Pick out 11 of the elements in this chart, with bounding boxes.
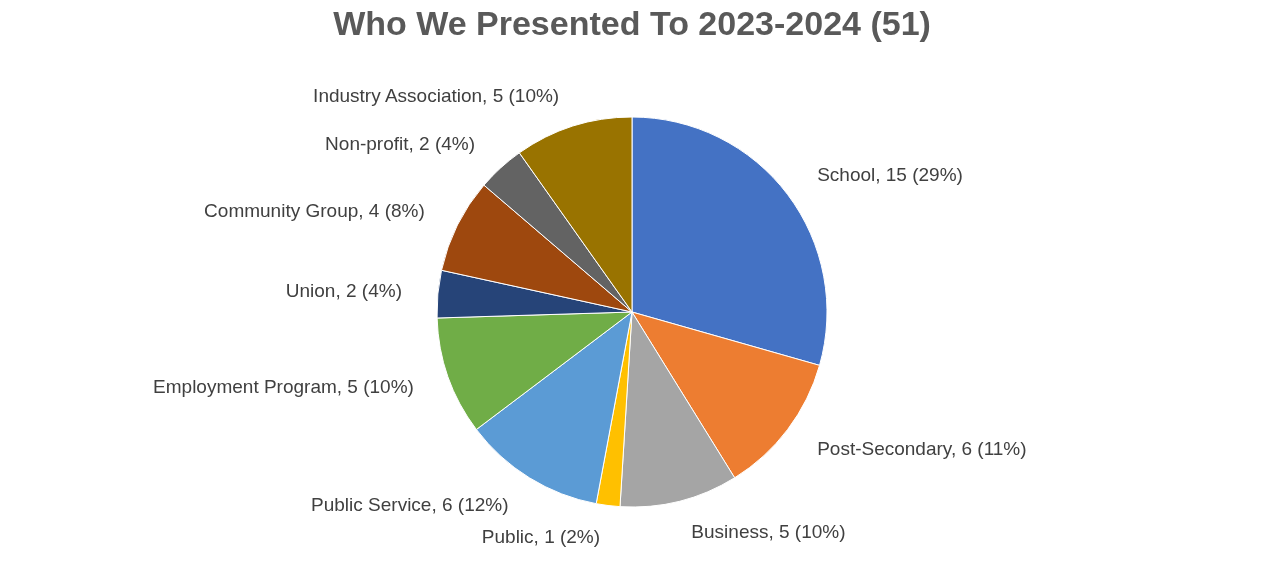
slice-label: Industry Association, 5 (10%) <box>313 84 560 106</box>
slice-label: Post-Secondary, 6 (11%) <box>817 437 1027 459</box>
slice-label: Community Group, 4 (8%) <box>204 199 425 221</box>
slice-label: Business, 5 (10%) <box>691 521 846 543</box>
slice-label: Union, 2 (4%) <box>285 280 402 302</box>
slice-label: Public Service, 6 (12%) <box>311 494 509 515</box>
slice-label: Public, 1 (2%) <box>481 526 601 548</box>
chart-title: Who We Presented To 2023-2024 (51) <box>333 4 931 42</box>
slice-label: Non-profit, 2 (4%) <box>325 133 476 155</box>
slice-label: School, 15 (29%) <box>817 164 963 186</box>
slice-label: Employment Program, 5 (10%) <box>153 376 414 398</box>
